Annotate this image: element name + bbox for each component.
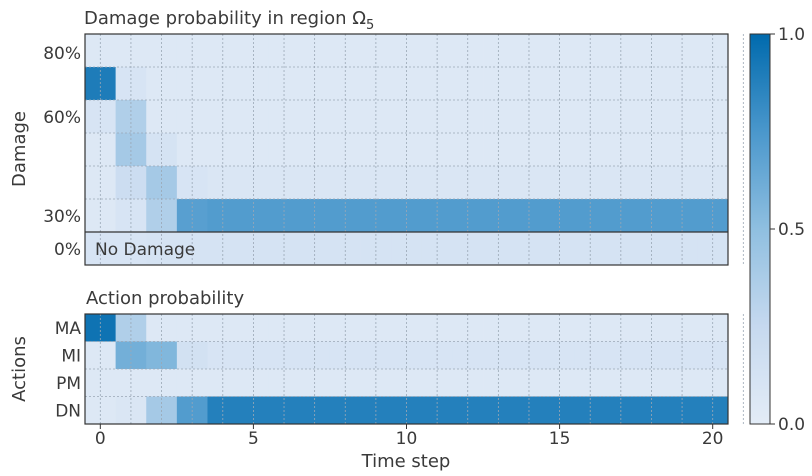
- action-tick-label: DN: [55, 401, 81, 421]
- time-step-ticks: 0 5 10 15 20: [95, 424, 724, 449]
- damage-cell: [605, 100, 637, 134]
- damage-cell: [636, 100, 668, 134]
- damage-cell: [391, 232, 423, 266]
- damage-cell: [268, 232, 300, 266]
- damage-axis-label: Damage: [9, 111, 30, 187]
- damage-cell: [299, 232, 331, 266]
- damage-cell: [544, 232, 576, 266]
- damage-cell: [329, 100, 361, 134]
- x-tick-label: 0: [95, 429, 106, 449]
- damage-cell: [176, 100, 208, 134]
- damage-cell: [697, 232, 729, 266]
- damage-tick-0: 0%: [54, 240, 81, 260]
- action-tick-label: MA: [55, 319, 82, 339]
- damage-cell: [544, 100, 576, 134]
- damage-cell: [329, 232, 361, 266]
- action-grid: [85, 314, 744, 424]
- damage-cell: [238, 232, 270, 266]
- time-step-axis-label: Time step: [361, 451, 451, 472]
- damage-tick-30: 30%: [43, 207, 81, 227]
- damage-cell: [574, 232, 606, 266]
- damage-cell: [207, 100, 239, 134]
- damage-cell: [360, 100, 392, 134]
- damage-cell: [299, 100, 331, 134]
- damage-cell: [605, 232, 637, 266]
- damage-cell: [268, 100, 300, 134]
- damage-tick-80: 80%: [43, 44, 81, 64]
- damage-cell: [666, 100, 698, 134]
- damage-cell: [115, 100, 147, 134]
- damage-cell: [483, 100, 515, 134]
- colorbar-tick-label: 1.0: [778, 25, 805, 45]
- x-tick-label: 10: [396, 429, 418, 449]
- action-axis-label: Actions: [9, 336, 30, 402]
- colorbar: [749, 33, 771, 425]
- colorbar-ticks: 0.0 0.5 1.0: [770, 25, 805, 435]
- x-tick-label: 20: [702, 429, 724, 449]
- damage-cell: [513, 232, 545, 266]
- damage-cell: [666, 232, 698, 266]
- x-tick-label: 15: [549, 429, 571, 449]
- damage-cell: [85, 100, 117, 134]
- damage-cell: [574, 100, 606, 134]
- damage-cell: [421, 100, 453, 134]
- damage-panel-title: Damage probability in region Ω5: [84, 8, 374, 33]
- damage-panel-frame: [84, 33, 729, 266]
- action-tick-label: MI: [61, 346, 81, 366]
- damage-cell: [697, 100, 729, 134]
- action-panel-title: Action probability: [86, 288, 244, 309]
- damage-cell: [360, 232, 392, 266]
- damage-cell: [238, 100, 270, 134]
- damage-cell: [391, 100, 423, 134]
- colorbar-tick-label: 0.5: [778, 220, 805, 240]
- damage-cell: [483, 232, 515, 266]
- damage-cell: [452, 100, 484, 134]
- damage-cell: [452, 232, 484, 266]
- colorbar-tick-label: 0.0: [778, 415, 805, 435]
- damage-cell: [207, 232, 239, 266]
- x-tick-label: 5: [248, 429, 259, 449]
- no-damage-label: No Damage: [95, 240, 195, 260]
- damage-cell: [421, 232, 453, 266]
- action-tick-labels: MA MI PM DN: [55, 319, 82, 422]
- damage-cell: [636, 232, 668, 266]
- action-tick-label: PM: [56, 374, 81, 394]
- damage-cell: [513, 100, 545, 134]
- damage-cell: [146, 100, 178, 134]
- damage-tick-60: 60%: [43, 108, 81, 128]
